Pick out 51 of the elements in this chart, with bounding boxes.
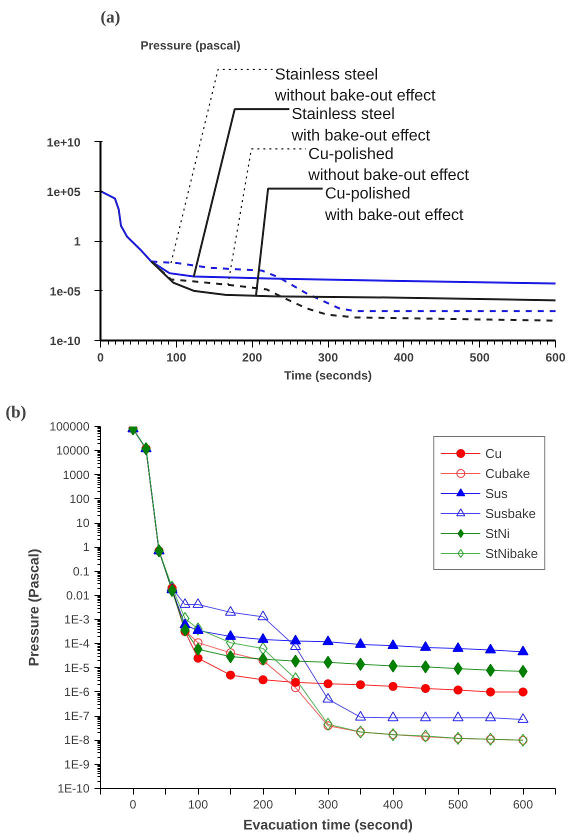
x-tick-label: 100 (166, 350, 187, 364)
x-tick-label: 0 (97, 350, 104, 364)
annotation: Stainless steel without bake-out effect (274, 66, 436, 105)
x-tick-label: 100 (188, 798, 208, 812)
y-tick-label: 1E-9 (64, 757, 90, 772)
y-tick-label: 0.1 (72, 564, 90, 578)
y-tick-label: 0.01 (66, 588, 90, 602)
y-tick-label: 1e+10 (46, 135, 81, 150)
y-tick-label: 1 (82, 540, 90, 554)
x-tick-label: 400 (382, 798, 404, 812)
y-tick-label: 10 (76, 516, 90, 530)
x-tick-label: 500 (448, 798, 468, 812)
x-tick-label: 600 (545, 350, 566, 364)
y-tick-label: 1E-8 (64, 733, 90, 748)
x-tick-label: 600 (512, 798, 534, 812)
y-tick-label: 100000 (49, 420, 90, 434)
legend-label: Cu (485, 446, 503, 460)
y-tick-label: 1E-7 (64, 709, 90, 724)
x-tick-label: 200 (242, 350, 263, 364)
y-tick-label: 1E-3 (64, 612, 90, 627)
x-tick-label: 400 (394, 350, 414, 364)
y-tick-label: 1E-5 (64, 660, 90, 675)
y-tick-label: 1000 (62, 468, 90, 482)
x-tick-label: 0 (130, 798, 137, 812)
y-axis-title: Pressure (pascal) (140, 38, 241, 52)
x-tick-label: 500 (470, 350, 490, 364)
legend-label: StNi (485, 526, 510, 540)
y-tick-label: 100 (69, 492, 90, 506)
x-axis-title: Evacuation time (second) (243, 816, 413, 832)
chart-title: (a) (100, 8, 120, 26)
y-tick-label: 10000 (56, 444, 90, 458)
x-tick-label: 300 (318, 798, 338, 812)
y-tick-label: 1e+05 (46, 185, 81, 200)
y-tick-label: 1E-10 (57, 782, 90, 796)
legend-label: Sus (485, 486, 508, 500)
y-tick-label: 1e-05 (50, 284, 81, 298)
y-tick-label: 1E-6 (64, 684, 90, 699)
y-tick-label: 1e-10 (50, 334, 81, 348)
x-tick-label: 200 (252, 798, 274, 812)
chart-title: (b) (6, 402, 26, 422)
y-axis-title: Pressure (Pascal) (25, 548, 42, 666)
y-tick-label: 1 (74, 234, 81, 249)
annotation: Stainless steel with bake-out effect (290, 106, 431, 144)
legend-label: Susbake (485, 506, 536, 520)
annotation: Cu-polished with bake-out effect (324, 186, 464, 224)
legend-label: StNibake (485, 546, 538, 560)
x-axis-title: Time (seconds) (284, 368, 372, 382)
y-tick-label: 1E-4 (64, 636, 90, 651)
legend-label: Cubake (485, 466, 530, 480)
x-tick-label: 300 (318, 350, 338, 364)
annotation: Cu-polished without bake-out effect (307, 146, 470, 184)
